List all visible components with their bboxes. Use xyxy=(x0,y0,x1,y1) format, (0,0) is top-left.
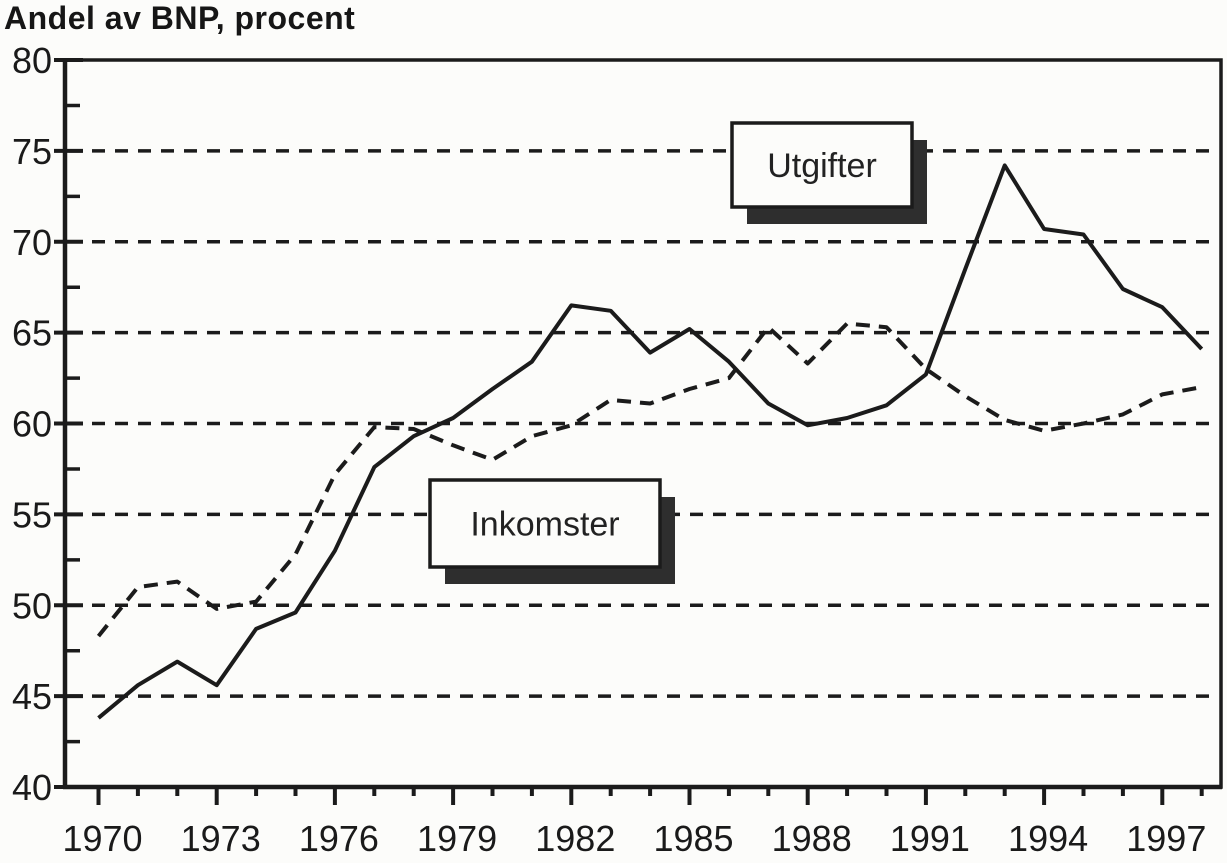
y-tick-label-70: 70 xyxy=(12,222,52,263)
chart-title: Andel av BNP, procent xyxy=(4,0,356,36)
series-label-utgifter: Utgifter xyxy=(767,147,877,185)
x-tick-label-1991: 1991 xyxy=(890,818,970,859)
x-tick-label-1994: 1994 xyxy=(1008,818,1088,859)
series-label-inkomster: Inkomster xyxy=(470,506,619,544)
series-line-utgifter xyxy=(97,163,1204,720)
x-tick-label-1979: 1979 xyxy=(417,818,497,859)
x-tick-label-1970: 1970 xyxy=(62,818,142,859)
x-tick-label-1985: 1985 xyxy=(653,818,733,859)
x-tick-label-1973: 1973 xyxy=(181,818,261,859)
x-tick-label-1976: 1976 xyxy=(299,818,379,859)
y-tick-label-45: 45 xyxy=(12,676,52,717)
y-tick-label-65: 65 xyxy=(12,313,52,354)
y-tick-label-40: 40 xyxy=(12,767,52,808)
x-tick-label-1988: 1988 xyxy=(772,818,852,859)
series-line-inkomster xyxy=(96,321,1203,638)
label-box-inkomster xyxy=(428,478,662,569)
label-box-utgifter xyxy=(730,121,914,209)
x-tick-label-1997: 1997 xyxy=(1126,818,1206,859)
y-tick-label-50: 50 xyxy=(12,585,52,626)
y-tick-label-75: 75 xyxy=(12,131,52,172)
y-tick-label-60: 60 xyxy=(12,404,52,445)
x-tick-label-1982: 1982 xyxy=(535,818,615,859)
y-tick-label-80: 80 xyxy=(12,40,52,81)
y-tick-label-55: 55 xyxy=(12,494,52,535)
